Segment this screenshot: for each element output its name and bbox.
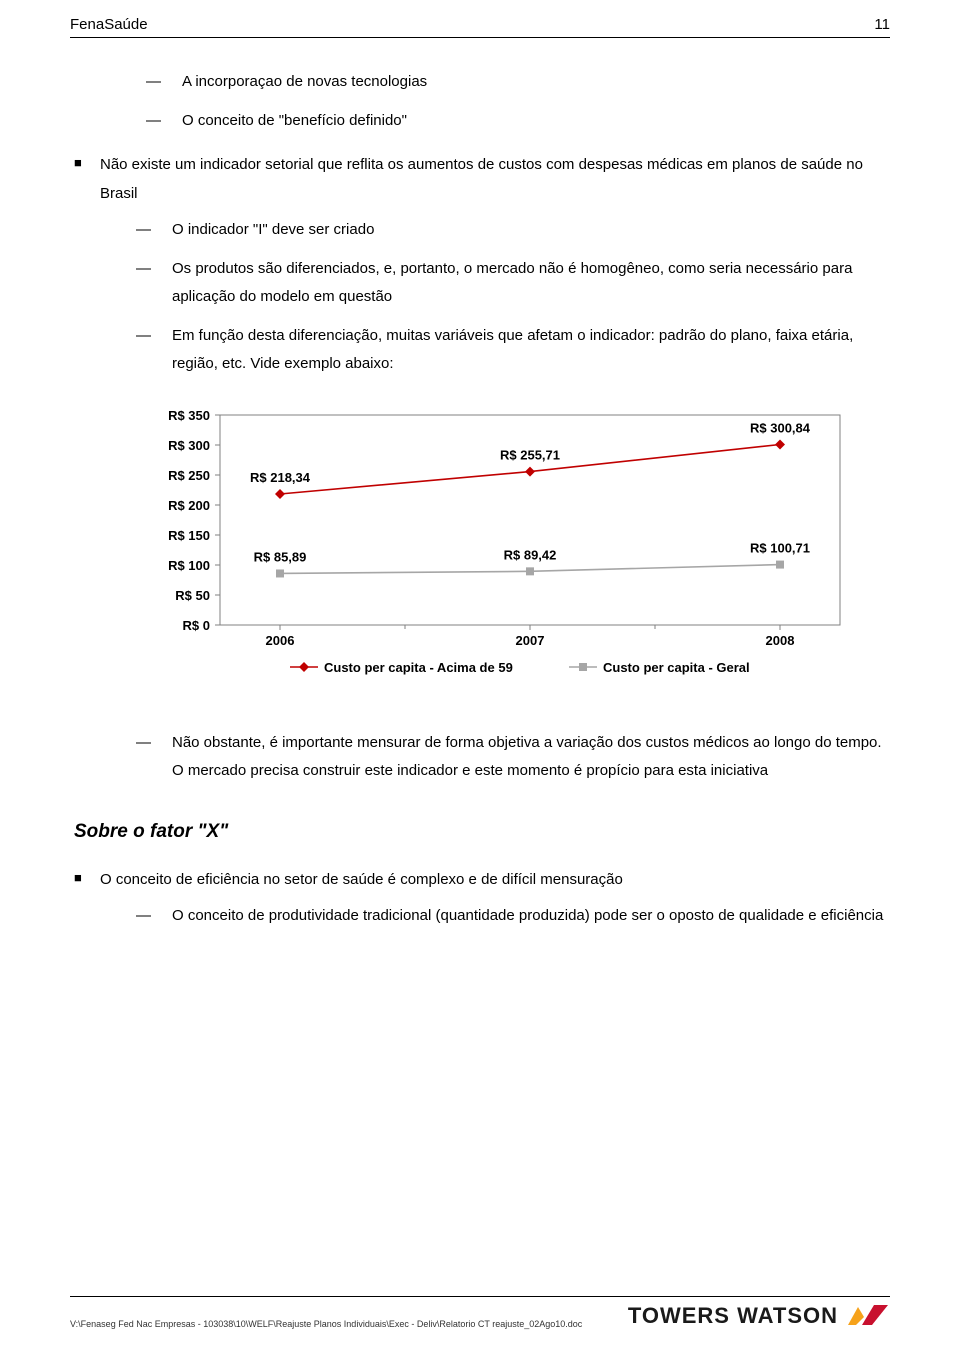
header-left: FenaSaúde: [70, 16, 148, 33]
brand-logo: TOWERS WATSON: [628, 1303, 890, 1329]
svg-text:R$ 218,34: R$ 218,34: [250, 469, 311, 484]
footer-path: V:\Fenaseg Fed Nac Empresas - 103038\10\…: [70, 1319, 582, 1329]
footer: V:\Fenaseg Fed Nac Empresas - 103038\10\…: [0, 1296, 960, 1349]
bullet-sq: O conceito de eficiência no setor de saú…: [74, 866, 890, 895]
svg-text:R$ 0: R$ 0: [183, 618, 210, 633]
svg-text:R$ 300,84: R$ 300,84: [750, 420, 811, 435]
header-rule: [70, 37, 890, 38]
bullet: A incorporaçao de novas tecnologias: [146, 68, 890, 97]
svg-text:R$ 300: R$ 300: [168, 438, 210, 453]
brand-text: TOWERS WATSON: [628, 1303, 838, 1329]
svg-text:2007: 2007: [516, 633, 545, 648]
svg-text:Custo per capita - Acima de 59: Custo per capita - Acima de 59: [324, 660, 513, 675]
svg-text:R$ 50: R$ 50: [175, 588, 210, 603]
header-page: 11: [874, 16, 890, 33]
bullet-sq: Não existe um indicador setorial que ref…: [74, 151, 890, 208]
section-title: Sobre o fator "X": [74, 814, 890, 850]
brand-mark-icon: [846, 1303, 890, 1329]
svg-text:R$ 250: R$ 250: [168, 468, 210, 483]
svg-text:R$ 100: R$ 100: [168, 558, 210, 573]
svg-text:R$ 200: R$ 200: [168, 498, 210, 513]
svg-text:R$ 89,42: R$ 89,42: [504, 547, 557, 562]
svg-text:R$ 85,89: R$ 85,89: [254, 549, 307, 564]
cost-chart: R$ 0 R$ 50 R$ 100 R$ 150 R$ 200 R$ 250 R$ 300 R…: [140, 409, 860, 699]
svg-text:R$ 150: R$ 150: [168, 528, 210, 543]
svg-text:2006: 2006: [266, 633, 295, 648]
bullet: Os produtos são diferenciados, e, portan…: [136, 255, 890, 312]
svg-text:Custo per capita - Geral: Custo per capita - Geral: [603, 660, 750, 675]
svg-text:R$ 100,71: R$ 100,71: [750, 540, 810, 555]
svg-text:2008: 2008: [766, 633, 795, 648]
bullet: O conceito de produtividade tradicional …: [136, 902, 890, 931]
bullet: Em função desta diferenciação, muitas va…: [136, 322, 890, 379]
bullet: O conceito de "benefício definido": [146, 107, 890, 136]
footer-rule: [70, 1296, 890, 1297]
svg-text:R$ 255,71: R$ 255,71: [500, 447, 560, 462]
bullet: O indicador "I" deve ser criado: [136, 216, 890, 245]
svg-text:R$ 350: R$ 350: [168, 409, 210, 423]
bullet: Não obstante, é importante mensurar de f…: [136, 729, 890, 786]
